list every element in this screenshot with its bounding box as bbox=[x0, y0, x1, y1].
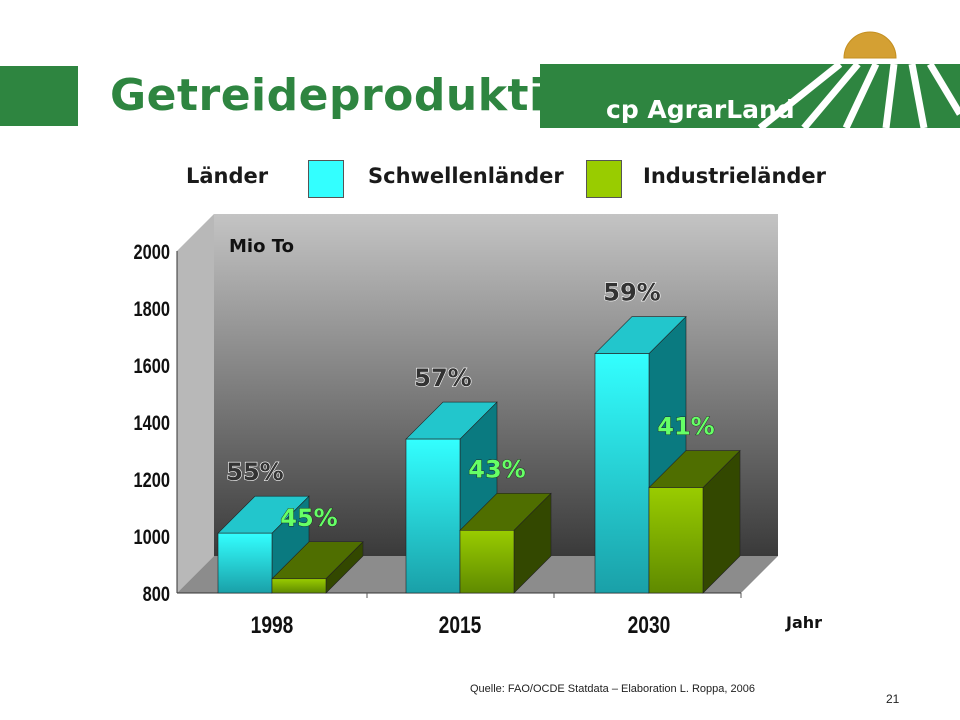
source-note: Quelle: FAO/OCDE Statdata – Elaboration … bbox=[470, 683, 755, 695]
agrarland-logo: cp AgrarLand bbox=[540, 31, 960, 128]
production-chart: 800 1000 1200 1400 1600 1800 2000 Mio To 55% 45% 5… bbox=[134, 214, 822, 639]
share-label-industrielaender-2030: 41% bbox=[657, 413, 714, 441]
logo-text: cp AgrarLand bbox=[606, 95, 795, 124]
title-accent-block bbox=[0, 66, 78, 126]
y-tick-label: 1200 bbox=[134, 468, 170, 491]
y-tick-label: 1600 bbox=[134, 354, 170, 377]
legend-label-industrielaender: Industrieländer bbox=[643, 164, 827, 188]
legend-title: Länder bbox=[186, 164, 269, 188]
bar-schwellenlaender-2030 bbox=[594, 353, 650, 594]
bar-industrielaender-2030 bbox=[648, 487, 704, 594]
share-label-schwellenlaender-2015: 57% bbox=[414, 364, 471, 392]
y-tick-label: 1800 bbox=[134, 297, 170, 320]
logo-field-lines bbox=[757, 61, 960, 128]
share-label-schwellenlaender-2030: 59% bbox=[603, 279, 660, 307]
x-tick-label-1998: 1998 bbox=[251, 611, 294, 639]
y-tick-label: 1400 bbox=[134, 411, 170, 434]
bar-industrielaender-2015 bbox=[459, 529, 515, 594]
bar-industrielaender-1998 bbox=[271, 578, 327, 594]
legend-label-schwellenlaender: Schwellenländer bbox=[368, 164, 564, 188]
y-unit-label: Mio To bbox=[229, 236, 294, 257]
legend-swatch-industrielaender bbox=[586, 160, 622, 198]
legend-swatch-schwellenlaender bbox=[308, 160, 344, 198]
logo-sun bbox=[843, 31, 897, 59]
x-tick-label-2015: 2015 bbox=[439, 611, 482, 639]
bar-schwellenlaender-1998 bbox=[217, 532, 273, 594]
share-label-industrielaender-2015: 43% bbox=[468, 455, 525, 483]
share-label-industrielaender-1998: 45% bbox=[280, 504, 337, 532]
y-tick-label: 800 bbox=[143, 582, 170, 605]
chart-side-wall bbox=[177, 214, 214, 593]
y-tick-label: 2000 bbox=[134, 240, 170, 263]
share-label-schwellenlaender-1998: 55% bbox=[226, 458, 283, 486]
slide-title: Getreideproduktion bbox=[110, 70, 608, 121]
x-axis-label: Jahr bbox=[785, 613, 822, 632]
page-number: 21 bbox=[886, 692, 900, 706]
legend: Länder Schwellenländer Industrieländer bbox=[0, 158, 960, 198]
x-tick-label-2030: 2030 bbox=[628, 611, 671, 639]
y-tick-label: 1000 bbox=[134, 525, 170, 548]
bar-schwellenlaender-2015 bbox=[405, 438, 461, 594]
